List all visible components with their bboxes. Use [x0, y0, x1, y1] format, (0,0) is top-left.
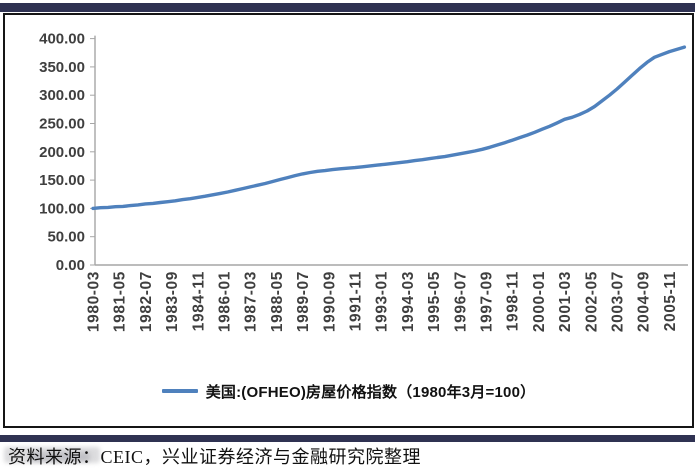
x-tick-label: 1995-05: [426, 271, 443, 332]
x-tick-label: 1988-05: [269, 271, 286, 332]
watermark: [30, 452, 90, 462]
source-note: 资料来源：CEIC，兴业证券经济与金融研究院整理: [8, 447, 421, 467]
x-tick-label: 1993-01: [374, 271, 391, 332]
x-tick-label: 1990-09: [321, 271, 338, 332]
top-accent-bar: [0, 3, 695, 12]
legend-label: 美国:(OFHEO)房屋价格指数（1980年3月=100）: [205, 383, 536, 401]
x-tick-label: 1997-09: [479, 271, 496, 332]
x-tick-label: 1991-11: [348, 271, 365, 331]
y-tick-label: 250.00: [39, 116, 85, 133]
y-tick-label: 50.00: [47, 229, 85, 246]
y-tick-label: 0.00: [56, 257, 85, 274]
x-tick-label: 1989-07: [295, 271, 312, 332]
x-tick-label: 1983-09: [164, 271, 181, 332]
x-tick-label: 2004-09: [636, 271, 653, 332]
y-tick-label: 150.00: [39, 172, 85, 189]
y-tick-label: 350.00: [39, 59, 85, 76]
x-tick-label: 2002-05: [583, 271, 600, 332]
chart-frame: 0.00 50.00 100.00 150.00 200.00 250.00 300.00 3…: [3, 13, 694, 428]
x-tick-label: 1987-03: [243, 271, 260, 332]
watermark: [4, 447, 100, 463]
x-tick-label: 1984-11: [190, 271, 207, 331]
x-tick-label: 1996-07: [452, 271, 469, 332]
y-tick-label: 300.00: [39, 87, 85, 104]
y-tick-label: 200.00: [39, 144, 85, 161]
line-chart: 0.00 50.00 100.00 150.00 200.00 250.00 300.00 3…: [39, 31, 688, 332]
chart-legend: 美国:(OFHEO)房屋价格指数（1980年3月=100）: [5, 379, 692, 403]
x-tick-label: 1981-05: [112, 271, 129, 332]
price-index-line: [91, 45, 687, 211]
legend-line-marker: [161, 389, 198, 393]
x-tick-label: 1998-11: [505, 271, 522, 331]
x-tick-label: 2005-11: [662, 271, 679, 331]
x-tick-label: 2001-03: [557, 271, 574, 332]
x-tick-label: 1986-01: [217, 271, 234, 332]
x-tick-label: 2003-07: [610, 271, 627, 332]
y-tick-label: 400.00: [39, 31, 85, 48]
x-tick-label: 1982-07: [138, 271, 155, 332]
y-tick-label: 100.00: [39, 200, 85, 217]
x-tick-label: 1994-03: [400, 271, 417, 332]
x-tick-label: 1980-03: [86, 271, 103, 332]
bottom-accent-bar: [0, 435, 695, 442]
x-tick-label: 2000-01: [531, 271, 548, 332]
